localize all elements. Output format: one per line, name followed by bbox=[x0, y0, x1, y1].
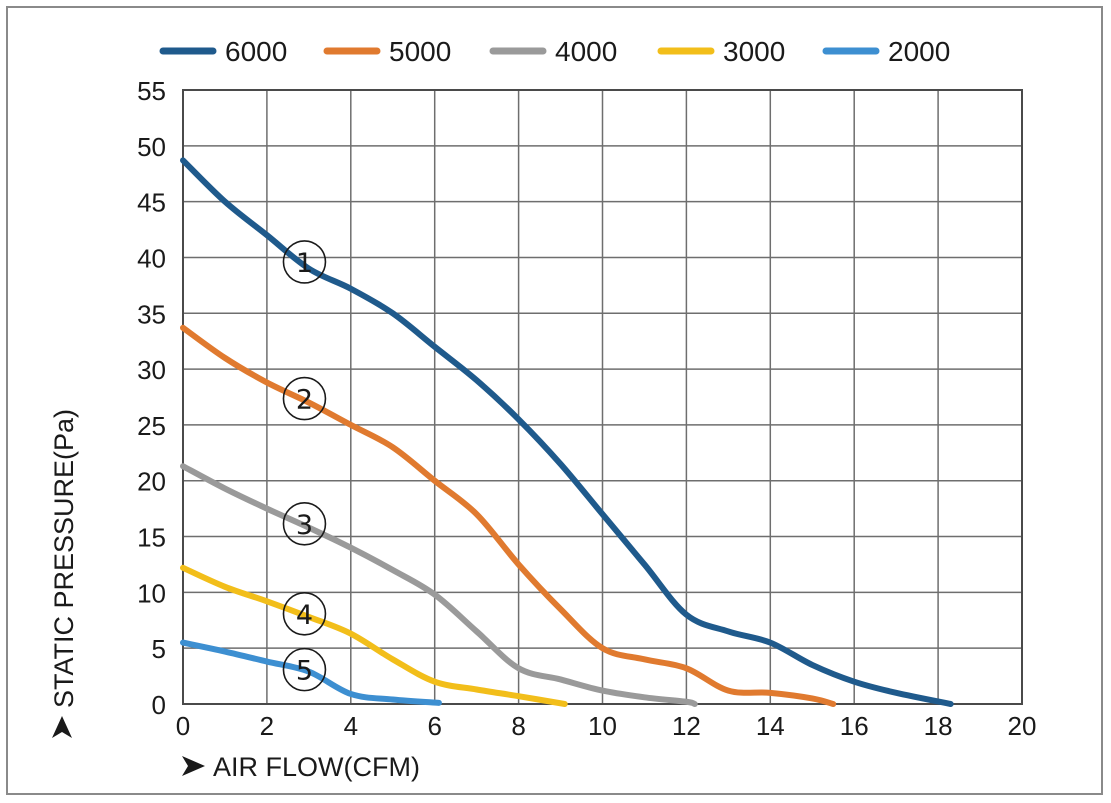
y-tick-label: 15 bbox=[137, 523, 166, 553]
y-tick-label: 40 bbox=[137, 243, 166, 273]
y-tick-label: 50 bbox=[137, 132, 166, 162]
series-line-3000 bbox=[180, 564, 568, 707]
legend-label: 4000 bbox=[555, 36, 617, 67]
x-tick-label: 12 bbox=[672, 711, 701, 741]
curve-marker-circle bbox=[282, 591, 327, 636]
x-tick-label: 2 bbox=[260, 711, 274, 741]
y-tick-label: 25 bbox=[137, 411, 166, 441]
y-tick-label: 10 bbox=[137, 578, 166, 608]
curve-marker-label: 2 bbox=[296, 385, 313, 416]
legend-label: 2000 bbox=[888, 36, 950, 67]
curve-marker-label: 1 bbox=[296, 248, 313, 279]
series-line-5000 bbox=[180, 324, 837, 707]
y-tick-label: 0 bbox=[152, 690, 166, 720]
curve-marker-label: 5 bbox=[296, 656, 313, 687]
curve-marker-circle bbox=[282, 502, 327, 546]
x-tick-label: 14 bbox=[756, 711, 785, 741]
x-tick-label: 10 bbox=[588, 711, 617, 741]
chart-frame bbox=[6, 6, 1103, 795]
legend-label: 6000 bbox=[225, 36, 287, 67]
curve-marker-label: 3 bbox=[296, 510, 313, 541]
x-tick-label: 20 bbox=[1008, 711, 1037, 741]
x-axis-label: AIR FLOW(CFM) bbox=[213, 752, 420, 782]
x-tick-label: 0 bbox=[176, 711, 190, 741]
x-tick-label: 16 bbox=[840, 711, 869, 741]
plot-area-border bbox=[182, 89, 1023, 705]
y-axis-label: STATIC PRESSURE(Pa) bbox=[49, 409, 79, 708]
curve-marker-circle bbox=[282, 240, 327, 284]
legend-label: 3000 bbox=[723, 36, 785, 67]
y-tick-label: 55 bbox=[137, 76, 166, 106]
curve-marker-circle bbox=[282, 376, 327, 421]
x-tick-label: 6 bbox=[427, 711, 441, 741]
curve-marker-circle bbox=[282, 647, 327, 692]
series-line-2000 bbox=[180, 639, 442, 706]
y-tick-label: 20 bbox=[137, 467, 166, 497]
y-tick-label: 5 bbox=[152, 634, 166, 664]
curve-marker-label: 4 bbox=[296, 600, 313, 631]
x-axis-arrow-icon bbox=[182, 756, 205, 776]
x-tick-label: 8 bbox=[511, 711, 525, 741]
x-tick-label: 18 bbox=[924, 711, 953, 741]
y-tick-label: 30 bbox=[137, 355, 166, 385]
legend-label: 5000 bbox=[389, 36, 451, 67]
y-tick-label: 45 bbox=[137, 188, 166, 218]
series-line-4000 bbox=[180, 463, 698, 707]
y-axis-arrow-icon bbox=[52, 716, 72, 738]
series-line-6000 bbox=[180, 157, 954, 707]
y-tick-label: 35 bbox=[137, 299, 166, 329]
x-tick-label: 4 bbox=[344, 711, 358, 741]
